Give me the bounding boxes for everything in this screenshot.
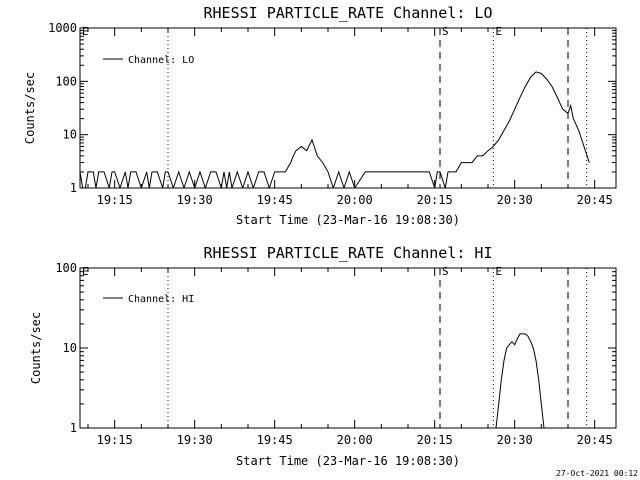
event-marker-label: E xyxy=(495,265,502,278)
series-line xyxy=(80,71,590,188)
chart-panel-lo: RHESSI PARTICLE_RATE Channel: LO Start T… xyxy=(23,4,617,227)
plot-frame xyxy=(79,267,617,429)
x-tick-label: 19:45 xyxy=(257,433,293,447)
series-line xyxy=(495,333,545,428)
event-marker-label: S xyxy=(442,25,449,38)
event-marker-label: E xyxy=(82,265,89,278)
x-tick-label: 20:30 xyxy=(497,433,533,447)
x-tick-label: 20:30 xyxy=(497,193,533,207)
x-tick-label: 20:15 xyxy=(417,433,453,447)
plot-frame xyxy=(79,27,617,189)
x-tick-label: 20:00 xyxy=(337,433,373,447)
y-tick-label: 100 xyxy=(55,261,77,275)
chart-title: RHESSI PARTICLE_RATE Channel: HI xyxy=(204,244,493,262)
x-tick-label: 19:15 xyxy=(97,193,133,207)
event-marker-label: E xyxy=(82,25,89,38)
legend-label: Channel: HI xyxy=(128,294,194,305)
y-tick-label: 1 xyxy=(70,421,77,435)
x-tick-label: 20:00 xyxy=(337,193,373,207)
y-tick-label: 1000 xyxy=(48,21,77,35)
y-tick-label: 1 xyxy=(70,181,77,195)
event-marker-label: E xyxy=(495,25,502,38)
chart-title: RHESSI PARTICLE_RATE Channel: LO xyxy=(204,4,493,22)
y-tick-label: 10 xyxy=(63,341,77,355)
y-tick-label: 100 xyxy=(55,74,77,88)
y-axis-label: Counts/sec xyxy=(23,72,37,144)
x-tick-label: 20:15 xyxy=(417,193,453,207)
timestamp: 27-Oct-2021 00:12 xyxy=(556,469,638,478)
x-tick-label: 20:45 xyxy=(577,433,613,447)
x-tick-label: 19:45 xyxy=(257,193,293,207)
x-axis-label: Start Time (23-Mar-16 19:08:30) xyxy=(236,213,460,227)
chart-panel-hi: RHESSI PARTICLE_RATE Channel: HI Start T… xyxy=(29,244,617,468)
x-axis-label: Start Time (23-Mar-16 19:08:30) xyxy=(236,454,460,468)
legend-label: Channel: LO xyxy=(128,55,194,66)
event-marker-label: S xyxy=(442,265,449,278)
x-tick-label: 19:30 xyxy=(177,433,213,447)
y-axis-label: Counts/sec xyxy=(29,312,43,384)
y-tick-label: 10 xyxy=(63,128,77,142)
x-tick-label: 20:45 xyxy=(577,193,613,207)
x-tick-label: 19:15 xyxy=(97,433,133,447)
x-tick-label: 19:30 xyxy=(177,193,213,207)
